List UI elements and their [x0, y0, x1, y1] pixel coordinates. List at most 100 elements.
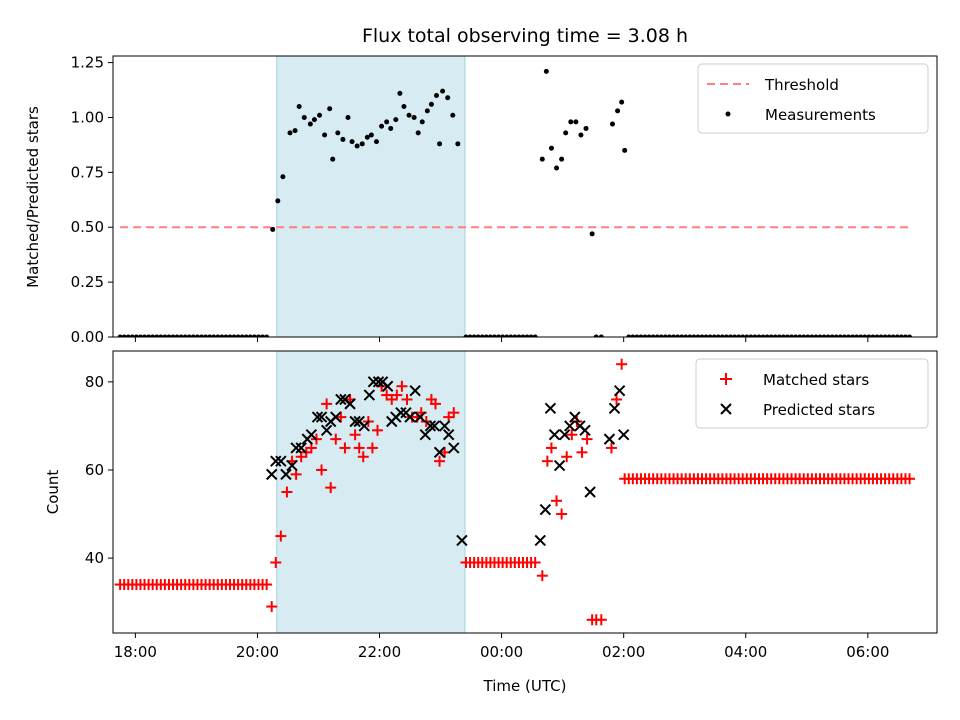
predicted-star-point — [367, 376, 380, 388]
measurement-point — [691, 334, 697, 337]
measurement-point — [182, 334, 188, 337]
legend-measurements-swatch — [725, 111, 731, 117]
measurement-point — [158, 334, 164, 337]
measurement-point — [634, 334, 640, 337]
predicted-star-point-b — [548, 429, 561, 441]
measurement-point — [364, 134, 370, 140]
measurement-point — [512, 334, 518, 337]
predicted-star-point-b — [344, 398, 356, 410]
ratio-y-tick-label: 0.75 — [71, 163, 104, 181]
measurement-point — [866, 334, 872, 337]
measurement-point — [393, 117, 399, 123]
measurement-point — [817, 334, 823, 337]
measurement-point — [317, 112, 323, 118]
measurement-point — [235, 334, 241, 337]
legend-predicted-label: Predicted stars — [763, 401, 875, 419]
measurement-point — [471, 334, 477, 337]
measurement-point — [784, 334, 790, 337]
predicted-star-point — [344, 398, 356, 410]
matched-star-point — [566, 429, 578, 441]
measurement-point — [748, 334, 754, 337]
matched-star-point — [330, 433, 342, 445]
measurement-point — [850, 334, 856, 337]
predicted-star-point-b — [534, 534, 546, 547]
measurement-point — [642, 334, 648, 337]
matched-star-point — [316, 464, 328, 476]
measurement-point — [280, 174, 286, 180]
predicted-star-point — [363, 389, 376, 401]
measurement-point — [491, 334, 497, 337]
predicted-star-point — [270, 455, 282, 467]
measurement-point — [496, 334, 502, 337]
predicted-star-point — [409, 384, 421, 397]
measurement-point — [264, 334, 270, 337]
predicted-star-point — [349, 415, 361, 428]
measurement-point — [679, 334, 685, 337]
measurement-point — [231, 334, 237, 337]
measurement-point — [727, 334, 733, 337]
measurement-point — [199, 334, 205, 337]
measurement-point — [345, 114, 351, 120]
predicted-star-point-b — [544, 402, 557, 414]
measurement-point — [475, 334, 481, 337]
measurement-point — [487, 334, 493, 337]
predicted-star-point-b — [424, 420, 437, 432]
measurement-point — [243, 334, 249, 337]
measurement-point — [813, 334, 819, 337]
measurement-point — [467, 334, 473, 337]
measurement-point — [886, 334, 892, 337]
measurement-point — [764, 334, 770, 337]
measurement-point — [170, 334, 176, 337]
measurement-point — [809, 334, 815, 337]
predicted-star-point-b — [349, 415, 361, 428]
measurement-point — [455, 141, 461, 147]
predicted-star-point-b — [311, 411, 324, 423]
predicted-star-point-b — [295, 442, 307, 454]
predicted-star-point-b — [584, 486, 596, 498]
predicted-star-point-b — [433, 446, 446, 459]
measurement-point — [736, 334, 742, 337]
measurement-point — [424, 108, 430, 114]
measurement-point — [789, 334, 795, 337]
matched-star-point — [357, 451, 369, 463]
legend-threshold-label: Threshold — [764, 76, 839, 94]
measurement-point — [227, 334, 233, 337]
ratio-legend-box — [697, 63, 929, 134]
matched-star-point — [581, 433, 593, 445]
measurement-point — [384, 119, 390, 125]
measurement-point — [292, 128, 298, 134]
matched-stars-series — [114, 358, 916, 626]
predicted-star-point-b — [395, 406, 407, 419]
matched-star-point — [904, 473, 916, 485]
measurement-point — [898, 334, 904, 337]
predicted-star-point-b — [613, 384, 626, 397]
measurement-point — [397, 90, 403, 96]
predicted-star-point-b — [414, 411, 426, 423]
predicted-star-point — [280, 468, 292, 481]
matched-star-point — [335, 411, 347, 423]
measurement-point — [902, 334, 908, 337]
measurement-point — [752, 334, 758, 337]
predicted-star-point-b — [419, 429, 432, 441]
matched-star-point — [275, 530, 287, 542]
predicted-star-point-b — [358, 420, 370, 432]
predicted-star-point-b — [367, 376, 380, 388]
measurement-point — [548, 145, 554, 151]
ratio-legend: Threshold Measurements — [697, 63, 929, 134]
measurement-point — [411, 114, 417, 120]
measurement-point — [354, 143, 360, 149]
measurement-point — [440, 88, 446, 94]
predicted-star-point-b — [442, 429, 455, 441]
matched-star-point — [541, 455, 553, 467]
measurement-point — [247, 334, 253, 337]
measurement-point — [559, 156, 565, 162]
measurement-point — [829, 334, 835, 337]
predicted-star-point — [603, 433, 616, 445]
matched-star-point — [611, 393, 623, 405]
predicted-star-point — [584, 486, 596, 498]
predicted-star-point — [564, 420, 576, 432]
measurement-point — [825, 334, 831, 337]
predicted-star-point-b — [290, 442, 302, 454]
matched-star-point — [529, 557, 541, 568]
